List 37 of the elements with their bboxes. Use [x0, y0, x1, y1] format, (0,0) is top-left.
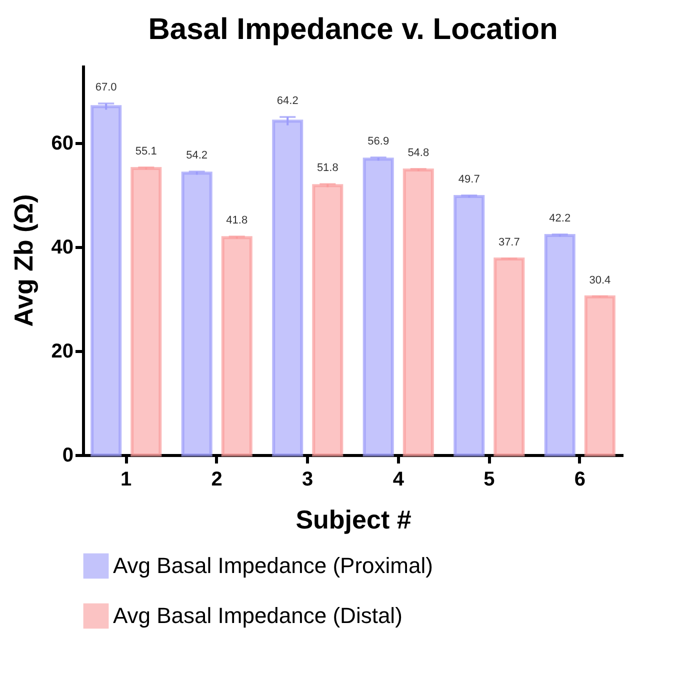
data-label: 54.8	[408, 147, 430, 159]
x-tick-label: 2	[211, 468, 222, 490]
bar	[402, 168, 434, 456]
data-label: 55.1	[135, 145, 157, 158]
data-label: 67.0	[95, 81, 117, 94]
data-label: 56.9	[368, 136, 390, 148]
bar	[494, 257, 525, 456]
legend-label: Avg Basal Impedance (Proximal)	[113, 553, 433, 578]
y-tick-label: 0	[62, 444, 74, 466]
x-axis-title: Subject #	[296, 504, 412, 534]
data-label: 42.2	[549, 212, 571, 225]
data-label: 64.2	[276, 95, 298, 107]
bar	[130, 166, 162, 456]
y-tick-label: 60	[51, 132, 74, 154]
x-tick-label: 1	[120, 468, 132, 490]
bar	[181, 172, 212, 456]
data-label: 49.7	[458, 174, 480, 186]
bar	[221, 236, 252, 456]
x-tick-label: 6	[574, 468, 586, 490]
x-tick-label: 3	[302, 468, 314, 490]
bar	[584, 295, 616, 456]
legend-label: Avg Basal Impedance (Distal)	[113, 603, 402, 628]
data-label: 51.8	[316, 162, 338, 174]
bar	[544, 234, 576, 456]
x-tick-label: 5	[484, 468, 495, 490]
bar	[454, 195, 485, 456]
chart-title: Basal Impedance v. Location	[148, 13, 558, 46]
x-tick-label: 4	[392, 468, 405, 490]
y-tick-label: 40	[51, 236, 74, 258]
data-label: 30.4	[589, 274, 611, 286]
y-axis-title: Avg Zb (Ω)	[8, 194, 38, 327]
bar	[362, 158, 394, 456]
data-label: 54.2	[186, 150, 208, 162]
y-tick-label: 20	[51, 340, 74, 362]
data-label: 37.7	[498, 236, 520, 248]
data-label: 41.8	[226, 214, 248, 227]
bar	[312, 184, 344, 456]
